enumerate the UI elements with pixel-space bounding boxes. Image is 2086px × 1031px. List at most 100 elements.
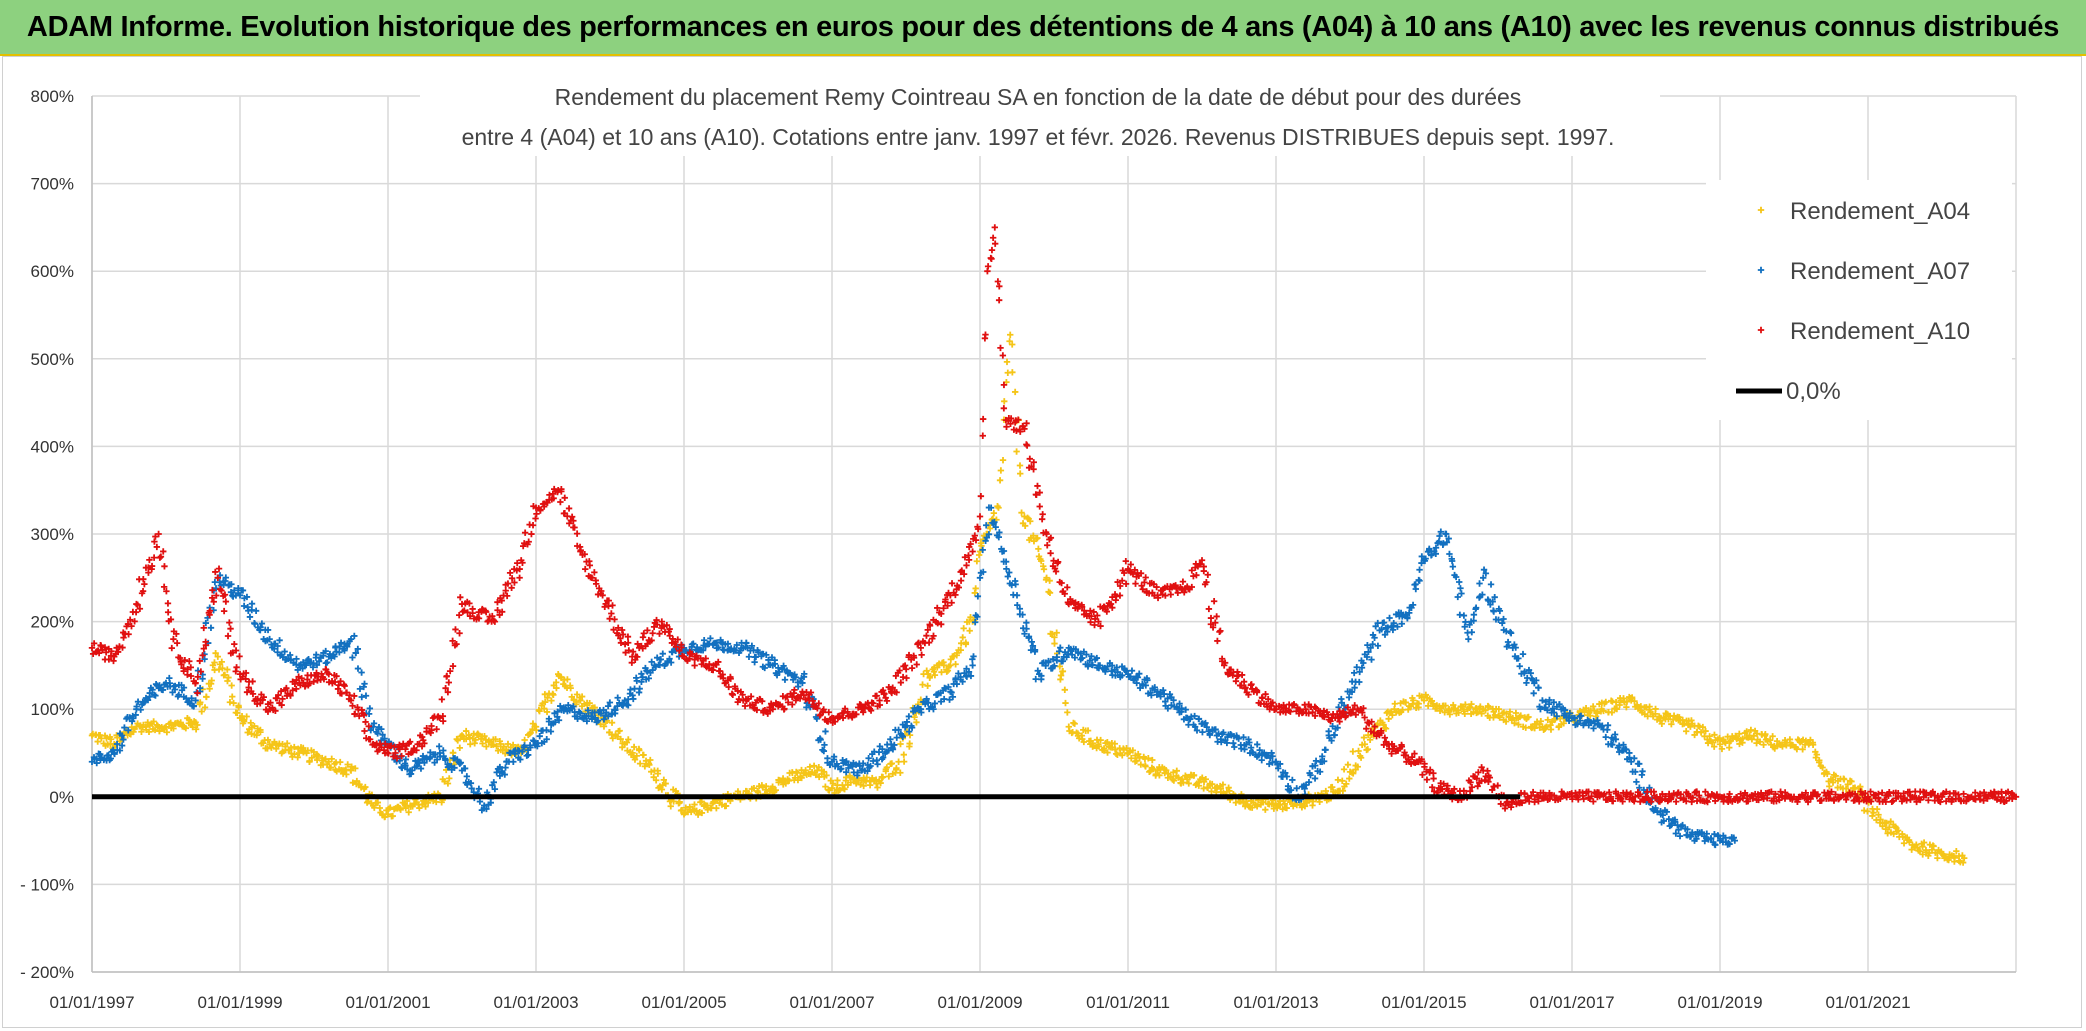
data-point — [965, 668, 973, 676]
data-point — [449, 637, 456, 645]
data-point — [1064, 584, 1071, 591]
data-point — [614, 702, 621, 710]
data-point — [517, 756, 524, 763]
data-point — [1460, 612, 1468, 619]
data-point — [1934, 854, 1941, 862]
data-point — [913, 661, 920, 668]
data-point — [1779, 743, 1786, 750]
data-point — [1122, 580, 1130, 588]
data-point — [291, 680, 299, 688]
data-point — [698, 809, 706, 817]
data-point — [634, 640, 641, 648]
data-point — [1585, 788, 1592, 795]
data-point — [829, 780, 837, 787]
data-point — [984, 263, 992, 270]
data-point — [1458, 590, 1465, 597]
data-point — [287, 692, 294, 699]
data-point — [1199, 774, 1206, 781]
data-point — [813, 715, 821, 722]
data-point — [1659, 790, 1666, 798]
data-point — [1529, 788, 1537, 796]
data-point — [953, 680, 961, 688]
data-point — [2004, 788, 2012, 795]
data-point — [1104, 749, 1111, 756]
data-point — [266, 635, 273, 643]
data-point — [1164, 695, 1171, 702]
data-point — [784, 699, 792, 706]
data-point — [1547, 726, 1555, 733]
data-point — [588, 715, 596, 723]
data-point — [1051, 634, 1058, 641]
data-point — [1607, 793, 1615, 801]
data-point — [949, 693, 957, 701]
data-point — [201, 655, 208, 663]
data-point — [906, 740, 913, 747]
data-point — [796, 695, 804, 702]
data-point — [1445, 535, 1452, 542]
data-point — [653, 621, 661, 628]
data-point — [2012, 793, 2020, 800]
data-point — [1385, 715, 1392, 723]
data-point — [1535, 798, 1542, 805]
data-point — [246, 613, 254, 621]
data-point — [267, 699, 274, 706]
data-point — [1015, 416, 1022, 423]
data-point — [264, 736, 272, 744]
data-point — [1478, 764, 1485, 771]
data-point — [1052, 568, 1060, 575]
data-point — [336, 649, 343, 656]
legend-item-label: Rendement_A07 — [1790, 258, 1970, 285]
data-point — [799, 679, 806, 687]
data-point — [236, 653, 243, 660]
data-point — [860, 782, 867, 790]
data-point — [1042, 662, 1049, 669]
data-point — [958, 567, 966, 574]
data-point — [537, 506, 544, 513]
data-point — [1152, 771, 1160, 778]
data-point — [1875, 811, 1882, 818]
data-point — [1156, 772, 1163, 779]
data-point — [925, 639, 933, 646]
data-point — [1214, 637, 1221, 645]
data-point — [996, 529, 1003, 536]
data-point — [1486, 774, 1494, 781]
data-point — [1753, 739, 1760, 747]
data-point — [561, 494, 568, 502]
data-point — [349, 702, 356, 709]
data-point — [830, 753, 838, 760]
data-point — [1627, 791, 1634, 798]
data-point — [325, 670, 332, 678]
data-point — [1468, 629, 1476, 636]
x-tick-label: 01/01/2009 — [937, 993, 1022, 1012]
data-point — [611, 616, 618, 623]
data-point — [1200, 567, 1208, 575]
data-point — [354, 645, 362, 653]
data-point — [406, 738, 414, 745]
data-point — [1446, 550, 1453, 558]
data-point — [1503, 710, 1510, 717]
data-point — [548, 697, 555, 704]
data-point — [446, 667, 454, 675]
data-point — [625, 702, 632, 709]
x-tick-label: 01/01/2003 — [493, 993, 578, 1012]
data-point — [1537, 705, 1544, 713]
data-point — [1054, 558, 1062, 566]
data-point — [1231, 743, 1238, 751]
data-point — [291, 743, 298, 751]
data-point — [1097, 736, 1104, 744]
data-point — [597, 720, 604, 728]
data-point — [510, 758, 517, 765]
data-point — [1435, 538, 1443, 545]
data-point — [1824, 770, 1831, 778]
data-point — [1394, 623, 1401, 630]
data-point — [1485, 597, 1492, 604]
data-point — [1142, 574, 1149, 581]
data-point — [1869, 812, 1876, 820]
data-point — [1707, 835, 1715, 842]
data-point — [1786, 736, 1794, 743]
data-point — [564, 676, 571, 683]
data-point — [657, 656, 665, 663]
data-point — [1601, 790, 1608, 798]
data-point — [1781, 789, 1789, 796]
data-point — [1702, 788, 1709, 795]
